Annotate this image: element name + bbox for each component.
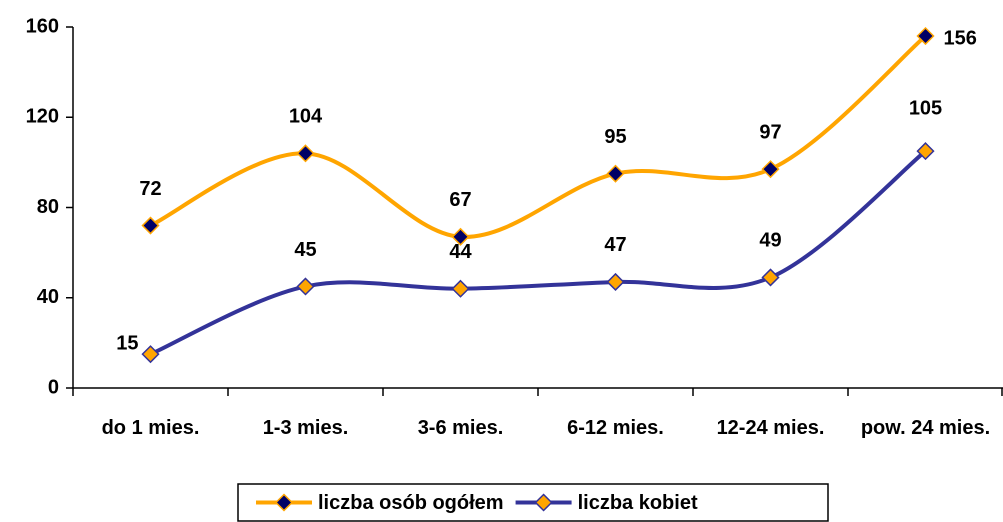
marker [916,142,935,161]
marker [296,144,315,163]
marker [451,279,470,298]
marker [606,164,625,183]
data-label: 47 [604,234,626,256]
marker [296,277,315,296]
data-label: 45 [294,239,316,261]
y-tick-label: 0 [48,376,59,398]
y-tick-label: 40 [37,286,59,308]
y-tick-label: 160 [26,15,59,37]
y-tick-label: 80 [37,196,59,218]
legend-marker [534,493,553,512]
marker [761,160,780,179]
data-label: 104 [289,106,323,128]
marker [141,216,160,235]
legend-label: liczba kobiet [578,492,698,514]
data-label: 105 [909,97,942,119]
marker [451,227,470,246]
x-tick-label: 1-3 mies. [262,417,349,439]
data-label: 15 [116,332,138,354]
data-label: 156 [944,27,977,49]
data-label: 44 [449,241,472,263]
data-label: 95 [604,126,626,148]
data-label: 72 [139,178,161,200]
marker [761,268,780,287]
x-tick-label: 6-12 mies. [567,417,664,439]
legend-box [237,483,829,522]
data-label: 67 [449,189,471,211]
legend-marker [274,493,294,512]
data-label: 97 [759,121,781,143]
x-tick-label: do 1 mies. [101,417,200,439]
x-tick-label: pow. 24 mies. [860,417,991,439]
legend-label: liczba osób ogółem [318,492,504,514]
data-label: 49 [759,230,781,252]
marker [606,272,625,292]
y-tick-label: 120 [26,106,59,128]
x-tick-label: 12-24 mies. [716,417,825,439]
x-tick-label: 3-6 mies. [417,417,504,439]
series-line [149,34,927,239]
marker [916,26,935,46]
series-line [149,149,927,356]
marker [141,345,160,364]
